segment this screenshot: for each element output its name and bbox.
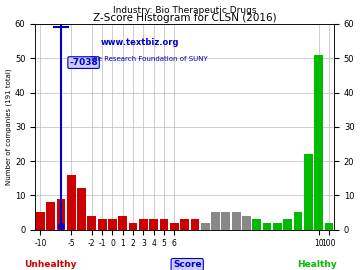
- Bar: [273, 223, 282, 230]
- Text: The Research Foundation of SUNY: The Research Foundation of SUNY: [89, 56, 208, 62]
- Bar: [129, 223, 138, 230]
- Bar: [180, 219, 189, 230]
- Text: Unhealthy: Unhealthy: [24, 260, 77, 269]
- Bar: [67, 175, 76, 230]
- Title: Z-Score Histogram for CLSN (2016): Z-Score Histogram for CLSN (2016): [93, 13, 276, 23]
- Bar: [118, 216, 127, 230]
- Bar: [159, 219, 168, 230]
- Bar: [263, 223, 271, 230]
- Y-axis label: Number of companies (191 total): Number of companies (191 total): [5, 68, 12, 185]
- Bar: [314, 55, 323, 230]
- Bar: [283, 219, 292, 230]
- Bar: [46, 202, 55, 230]
- Bar: [211, 212, 220, 230]
- Text: -7038: -7038: [69, 58, 98, 67]
- Bar: [149, 219, 158, 230]
- Bar: [108, 219, 117, 230]
- Bar: [170, 223, 179, 230]
- Bar: [325, 223, 333, 230]
- Bar: [139, 219, 148, 230]
- Text: Industry: Bio Therapeutic Drugs: Industry: Bio Therapeutic Drugs: [113, 6, 256, 15]
- Bar: [232, 212, 240, 230]
- Bar: [87, 216, 96, 230]
- Bar: [294, 212, 302, 230]
- Bar: [242, 216, 251, 230]
- Text: Healthy: Healthy: [297, 260, 337, 269]
- Bar: [252, 219, 261, 230]
- Bar: [36, 212, 45, 230]
- Bar: [304, 154, 313, 230]
- Bar: [201, 223, 210, 230]
- Bar: [221, 212, 230, 230]
- Text: Score: Score: [173, 260, 202, 269]
- Bar: [98, 219, 107, 230]
- Bar: [77, 188, 86, 230]
- Bar: [190, 219, 199, 230]
- Bar: [57, 199, 65, 230]
- Text: www.textbiz.org: www.textbiz.org: [101, 38, 179, 46]
